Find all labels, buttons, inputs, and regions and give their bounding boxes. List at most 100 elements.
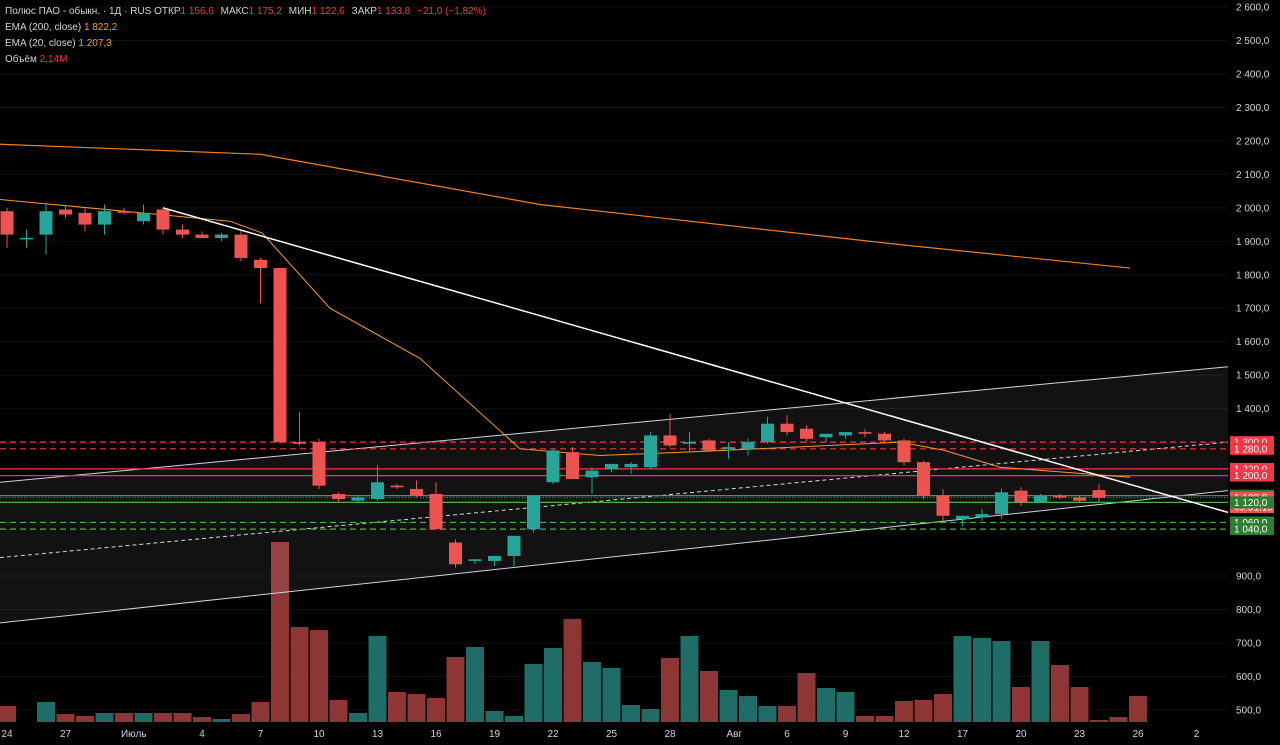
volume-bar — [76, 716, 94, 722]
candle — [956, 515, 969, 526]
candle — [39, 204, 53, 255]
volume-bar — [1012, 687, 1030, 722]
volume-row[interactable]: Объём 2,14M — [5, 52, 490, 68]
candle-body — [0, 211, 14, 235]
candle-body — [839, 432, 852, 436]
ema20-line — [0, 198, 1131, 478]
ohlc-row: Полюс ПАО - обыкн. · 1Д · RUS ОТКР1 156,… — [5, 4, 490, 20]
candle-body — [917, 462, 930, 496]
volume-bar — [719, 690, 738, 722]
volume-bar — [583, 662, 601, 722]
candle-body — [59, 209, 72, 215]
candle-body — [429, 493, 443, 530]
candle — [254, 258, 267, 304]
close-value: 1 133,8 — [376, 6, 411, 17]
candle — [156, 207, 170, 235]
volume-bar — [1090, 720, 1108, 722]
volume-bar — [953, 636, 972, 722]
volume-bar — [271, 542, 289, 722]
candle-body — [39, 211, 53, 235]
price-tick-label: 2 500,0 — [1236, 36, 1270, 47]
high-value: 1 175,2 — [248, 6, 282, 17]
candle — [312, 438, 326, 489]
volume-bar — [758, 706, 777, 722]
candle-body — [780, 423, 794, 433]
chart-legend: Полюс ПАО - обыкн. · 1Д · RUS ОТКР1 156,… — [5, 4, 490, 68]
volume-label: Объём — [5, 54, 37, 65]
downtrend-line — [162, 207, 1229, 514]
candle — [117, 207, 131, 215]
candle-body — [1053, 495, 1067, 498]
price-axis: 2 600,0 2 500,0 2 400,0 2 300,0 2 200,0 2 100… — [1230, 3, 1274, 716]
time-tick-label: 27 — [60, 729, 72, 740]
candle — [527, 495, 540, 533]
volume-bar — [310, 630, 328, 722]
candle — [1034, 493, 1047, 503]
candle — [371, 465, 384, 501]
volume-bar — [56, 714, 75, 722]
candlesticks — [0, 204, 1106, 568]
candle-body — [702, 440, 716, 451]
candle-body — [1092, 490, 1106, 498]
trendline — [162, 207, 1229, 514]
low-label: МИН — [288, 6, 312, 17]
open-label: ОТКР — [154, 6, 181, 17]
candle-body — [761, 423, 774, 443]
candle-body — [410, 488, 423, 496]
price-tick-label: 2 600,0 — [1236, 3, 1270, 14]
time-tick-label: 6 — [784, 729, 790, 740]
candle — [936, 488, 950, 523]
price-label: 1 280,0 — [1234, 444, 1268, 455]
candle-body — [78, 212, 92, 225]
volume-bar — [778, 706, 796, 722]
ema20-label: EMA (20, close) — [5, 38, 76, 49]
candle — [897, 438, 911, 466]
candle-body — [156, 209, 170, 230]
volume-bar — [37, 702, 55, 722]
volume-bars — [0, 542, 1147, 722]
volume-bar — [368, 636, 387, 722]
volume-bar — [563, 619, 582, 722]
change-value: −21,0 (−1,82%) — [417, 6, 486, 17]
candle — [507, 535, 521, 566]
candle-body — [878, 433, 891, 441]
open-value: 1 156,6 — [180, 6, 214, 17]
low-value: 1 122,6 — [311, 6, 345, 17]
candle — [449, 539, 462, 568]
symbol-label[interactable]: Полюс ПАО - обыкн. · 1Д · RUS — [5, 6, 152, 17]
ema200-label: EMA (200, close) — [5, 22, 82, 33]
candle-body — [956, 515, 969, 520]
candle-body — [683, 442, 696, 444]
volume-bar — [875, 716, 894, 722]
price-tick-label: 700,0 — [1236, 638, 1261, 649]
candle — [176, 224, 189, 238]
candle-body — [585, 470, 599, 478]
time-tick-label: 26 — [1132, 729, 1144, 740]
ema200-row[interactable]: EMA (200, close) 1 822,2 — [5, 20, 490, 36]
candle — [878, 432, 891, 443]
candle-body — [1014, 490, 1028, 503]
price-label: 1 200,0 — [1234, 471, 1268, 482]
candle-body — [137, 212, 150, 222]
candle — [488, 555, 501, 566]
candle — [390, 483, 404, 489]
volume-bar — [388, 692, 406, 722]
ema20-row[interactable]: EMA (20, close) 1 207,3 — [5, 36, 490, 52]
ema200-line — [0, 143, 1131, 269]
volume-bar — [992, 641, 1011, 722]
volume-bar — [95, 713, 114, 722]
candle — [273, 268, 287, 444]
volume-bar — [817, 688, 835, 722]
candle — [605, 463, 618, 473]
candle — [858, 428, 872, 438]
time-tick-label: 24 — [1, 729, 13, 740]
channel-upper-line — [0, 366, 1229, 483]
candle — [78, 207, 92, 232]
volume-bar — [134, 713, 153, 722]
candle-body — [546, 450, 560, 483]
time-tick-label: 7 — [258, 729, 264, 740]
candle — [995, 488, 1008, 520]
candle — [20, 229, 33, 248]
candle-body — [722, 447, 735, 449]
